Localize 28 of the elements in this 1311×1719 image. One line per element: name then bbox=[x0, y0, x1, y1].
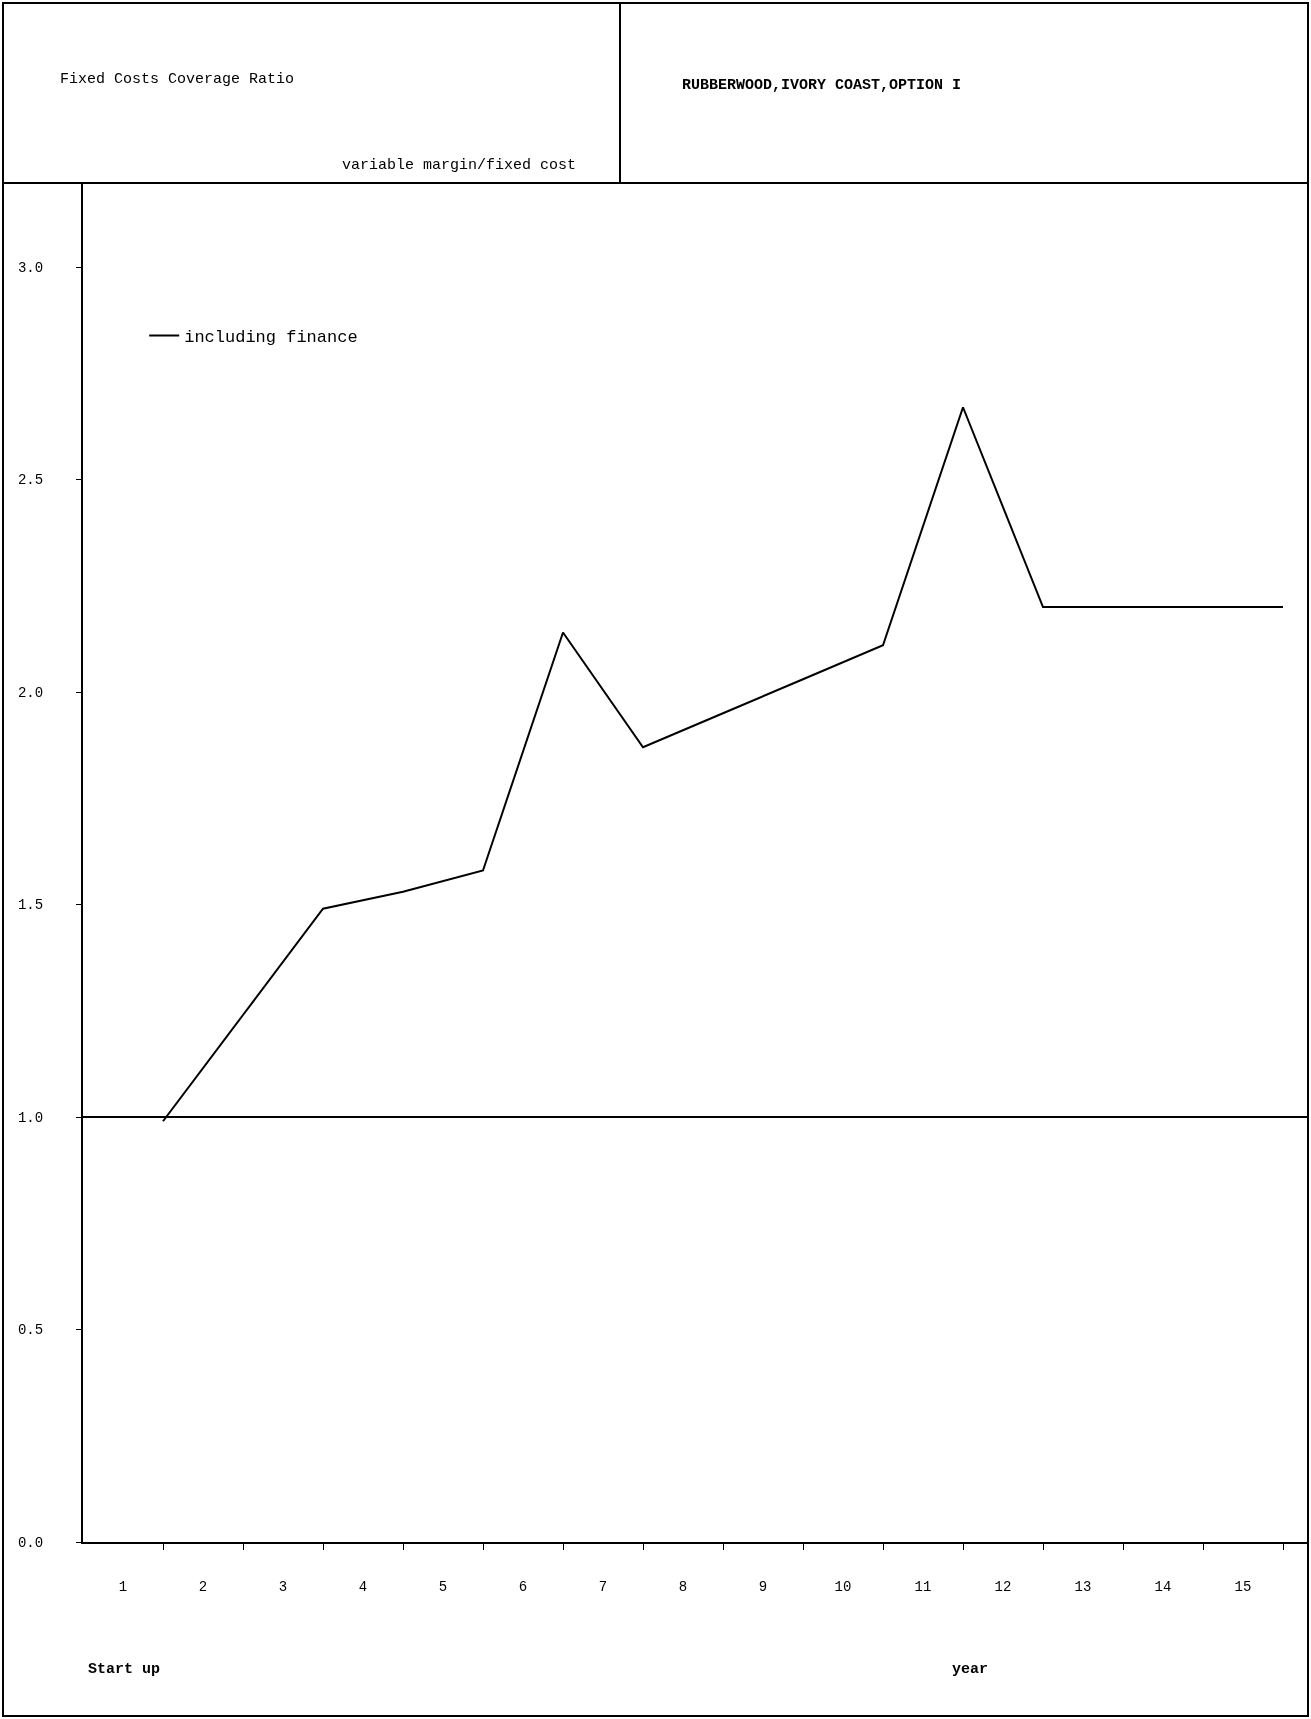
x-tick-label: 10 bbox=[834, 1578, 852, 1595]
y-tick-label: 2.5 bbox=[17, 472, 44, 489]
x-tick-label: 7 bbox=[598, 1578, 608, 1595]
legend-label: including finance bbox=[184, 328, 358, 348]
x-tick-label: 6 bbox=[518, 1578, 528, 1595]
x-tick-label: 13 bbox=[1074, 1578, 1092, 1595]
y-tick-label: 2.0 bbox=[17, 684, 44, 701]
x-tick-label: 2 bbox=[198, 1578, 208, 1595]
x-tick-label: 12 bbox=[994, 1578, 1012, 1595]
text: Start up bbox=[88, 1661, 161, 1678]
text: RUBBERWOOD,IVORY COAST,OPTION I bbox=[682, 77, 962, 94]
x-tick-label: 9 bbox=[758, 1578, 768, 1595]
chart-subtitle: variable margin/fixed cost bbox=[342, 157, 577, 174]
x-tick-label: 15 bbox=[1234, 1578, 1252, 1595]
y-tick-label: 0.0 bbox=[17, 1534, 44, 1551]
text: year bbox=[952, 1661, 989, 1678]
x-tick-label: 3 bbox=[278, 1578, 288, 1595]
x-tick-label: 1 bbox=[118, 1578, 128, 1595]
x-tick-label: 8 bbox=[678, 1578, 688, 1595]
x-tick-label: 4 bbox=[358, 1578, 368, 1595]
x-tick-label: 11 bbox=[914, 1578, 932, 1595]
y-tick-label: 0.5 bbox=[17, 1322, 44, 1339]
x-tick-label: 14 bbox=[1154, 1578, 1172, 1595]
y-tick-label: 3.0 bbox=[17, 259, 44, 276]
x-tick-label: 5 bbox=[438, 1578, 448, 1595]
y-tick-label: 1.0 bbox=[17, 1109, 44, 1126]
y-tick-label: 1.5 bbox=[17, 897, 44, 914]
chart-title: Fixed Costs Coverage Ratio bbox=[60, 71, 295, 89]
